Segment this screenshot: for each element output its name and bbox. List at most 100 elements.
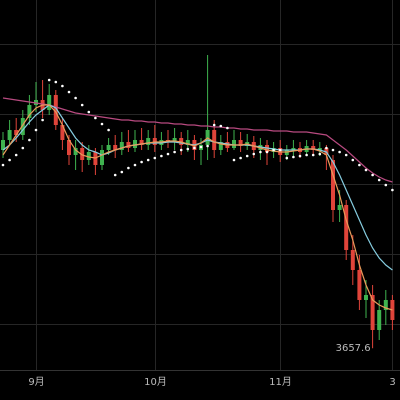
sar-dot (120, 170, 124, 174)
moving-average-line (2, 97, 393, 183)
sar-dot (173, 150, 176, 154)
candle-body (344, 205, 349, 250)
sar-dot (298, 154, 302, 158)
sar-dot (351, 158, 355, 162)
sar-dot (54, 80, 58, 84)
moving-average-line (2, 104, 393, 311)
sar-dot (193, 146, 196, 150)
sar-dot (153, 156, 157, 160)
sar-dot (245, 154, 249, 158)
sar-dot (94, 116, 97, 120)
sar-dot (87, 110, 91, 114)
sar-dot (338, 150, 341, 154)
sar-dot (8, 158, 11, 162)
sar-dot (146, 158, 150, 162)
candle-body (27, 105, 32, 118)
x-tick-label: 9月 (28, 376, 44, 388)
sar-dot (358, 163, 361, 167)
sar-dot (34, 128, 38, 132)
sar-dot (127, 166, 130, 170)
sar-dot (160, 154, 163, 158)
sar-dot (384, 183, 388, 187)
candle-body (377, 310, 382, 330)
candle-body (357, 270, 362, 300)
candle-body (364, 295, 368, 300)
sar-dot (74, 96, 77, 100)
sar-dot (239, 156, 242, 160)
candle-body (370, 295, 375, 330)
candle-body (172, 138, 177, 142)
sar-dot (371, 173, 374, 177)
candle-body (317, 148, 322, 150)
candle-body (212, 130, 217, 150)
candle-body (53, 95, 58, 125)
sar-dot (212, 123, 216, 127)
sar-dot (292, 155, 295, 159)
sar-dot (199, 145, 203, 149)
candle-body (232, 140, 236, 148)
candle-body (350, 250, 355, 270)
low-label: 3657.6 (336, 343, 371, 354)
x-tick-label: 3 (389, 377, 395, 388)
candle-body (238, 140, 243, 146)
sar-dot (28, 138, 31, 142)
sar-dot (219, 124, 223, 128)
sar-dot (325, 146, 328, 150)
candle-body (80, 148, 85, 160)
sar-dot (252, 152, 256, 156)
sar-dot (113, 173, 117, 177)
sar-dot (107, 128, 110, 132)
candle-body (337, 205, 342, 210)
x-tick-label: 11月 (269, 376, 292, 388)
candle-body (86, 152, 91, 160)
sar-dot (61, 84, 64, 88)
candle-body (100, 150, 104, 165)
sar-dot (140, 160, 143, 164)
sar-dot (305, 153, 308, 157)
sar-dot (21, 146, 25, 150)
candle-body (291, 148, 296, 150)
candle-body (1, 140, 5, 150)
sar-dot (67, 90, 71, 94)
sar-dot (364, 168, 368, 172)
candle-body (14, 130, 19, 135)
candle-body (73, 148, 78, 155)
candle-body (139, 140, 144, 145)
sar-dot (226, 126, 229, 130)
candle-body (185, 140, 190, 145)
candle-body (126, 142, 131, 148)
candle-body (218, 142, 223, 150)
sar-dot (272, 148, 275, 152)
sar-dot (259, 150, 262, 154)
candle-body (60, 125, 65, 140)
sar-dot (80, 103, 84, 107)
sar-dot (265, 150, 269, 154)
candle-body (119, 142, 124, 150)
sar-dot (133, 163, 137, 167)
sar-dot (311, 153, 315, 157)
sar-dot (344, 153, 348, 157)
sar-dot (166, 152, 170, 156)
candle-body (113, 145, 118, 150)
sar-dot (14, 153, 18, 157)
candle-body (67, 140, 71, 155)
sar-dot (41, 118, 44, 122)
x-tick-label: 10月 (144, 376, 167, 388)
sar-dot (391, 188, 394, 192)
candle-body (133, 140, 137, 148)
sar-dot (331, 148, 335, 152)
sar-dot (206, 144, 209, 148)
candle-body (146, 138, 151, 145)
candle-body (331, 160, 335, 210)
sar-dot (179, 148, 183, 152)
candle-body (383, 300, 388, 310)
sar-dot (232, 158, 236, 162)
sar-dot (186, 147, 190, 151)
sar-dot (377, 178, 381, 182)
sar-dot (1, 163, 5, 167)
sar-dot (318, 152, 322, 156)
candle-body (20, 118, 25, 135)
sar-dot (47, 78, 51, 82)
candle-body (106, 145, 111, 150)
